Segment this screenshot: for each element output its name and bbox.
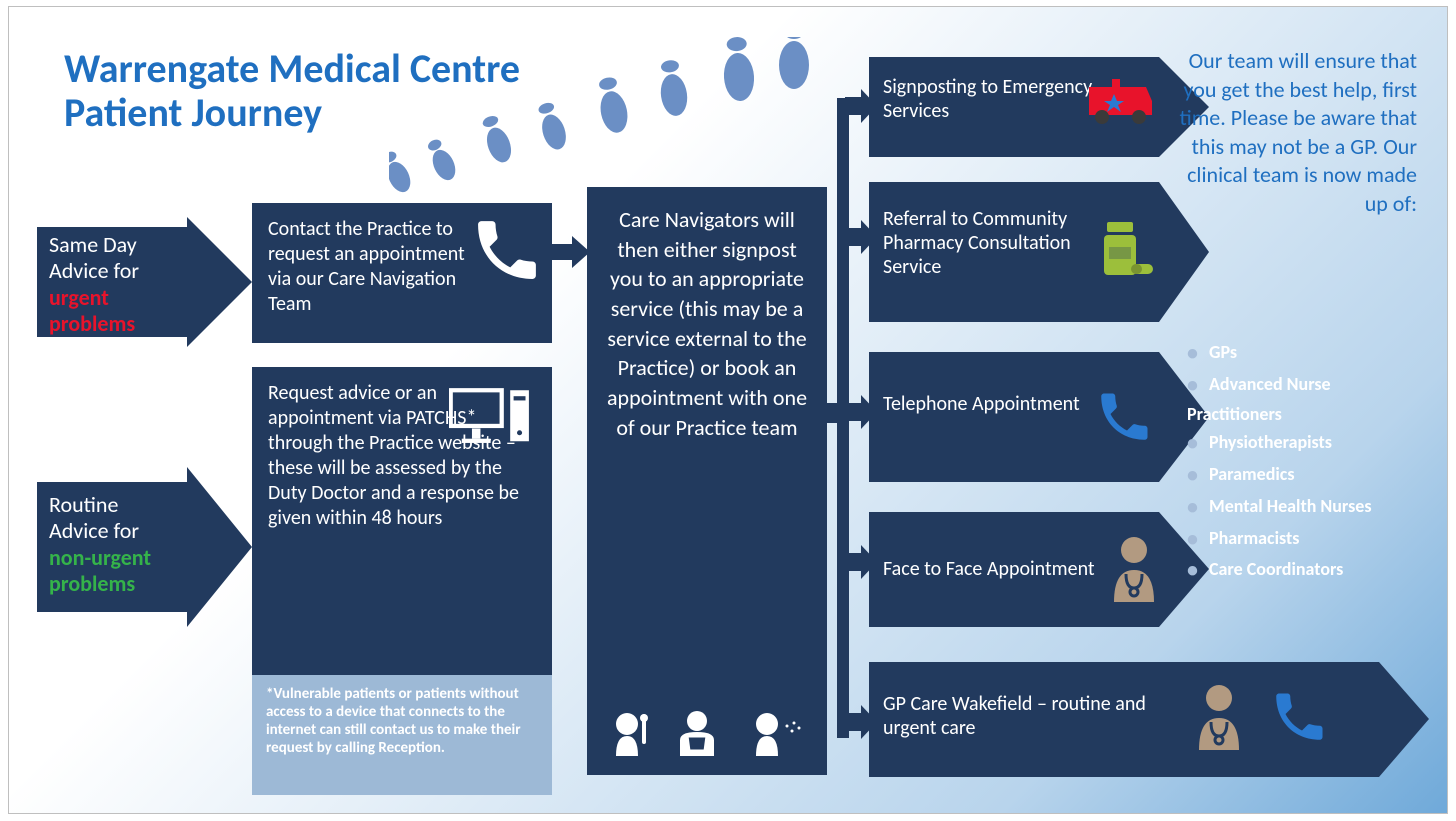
- outcome-gpcare: GP Care Wakefield – routine and urgent c…: [869, 662, 1429, 777]
- team-item: Advanced Nurse Practitioners: [1187, 369, 1417, 427]
- doctor-icon-2: [1189, 682, 1249, 757]
- outcome-emergency: Signposting to Emergency Services: [869, 57, 1209, 157]
- phone-blue-icon-2: [1269, 687, 1329, 752]
- outcome-facetoface: Face to Face Appointment: [869, 512, 1209, 627]
- care-navigators-box: Care Navigators will then either signpos…: [587, 187, 827, 775]
- team-item: Physiotherapists: [1187, 427, 1417, 459]
- team-item: GPs: [1187, 337, 1417, 369]
- team-item: Pharmacists: [1187, 523, 1417, 555]
- outcome-emergency-label: Signposting to Emergency Services: [883, 75, 1103, 123]
- entry-routine-emph: non-urgent problems: [49, 544, 151, 597]
- outcome-gpcare-label: GP Care Wakefield – routine and urgent c…: [883, 692, 1183, 740]
- outcome-pharmacy: Referral to Community Pharmacy Consultat…: [869, 182, 1209, 322]
- entry-routine-prefix: Routine Advice for: [49, 491, 139, 544]
- team-item: Care Coordinators: [1187, 554, 1417, 586]
- phone-blue-icon: [1094, 387, 1154, 452]
- outcome-telephone: Telephone Appointment: [869, 352, 1209, 482]
- team-item: Paramedics: [1187, 459, 1417, 491]
- outcome-pharmacy-label: Referral to Community Pharmacy Consultat…: [883, 207, 1103, 279]
- care-navigators-text: Care Navigators will then either signpos…: [601, 205, 813, 443]
- team-list: GPs Advanced Nurse Practitioners Physiot…: [1187, 337, 1417, 586]
- contact-practice-box: Contact the Practice to request an appoi…: [252, 203, 552, 343]
- diagram-canvas: Warrengate Medical CentrePatient Journey…: [8, 6, 1448, 814]
- arrow-contact-to-center: [552, 232, 592, 272]
- entry-urgent-prefix: Same Day Advice for: [49, 231, 139, 284]
- entry-routine: Routine Advice for non-urgent problems: [37, 467, 242, 597]
- contact-practice-text: Contact the Practice to request an appoi…: [268, 217, 478, 317]
- phone-icon: [469, 213, 544, 295]
- team-intro-text: Our team will ensure that you get the be…: [1167, 47, 1417, 219]
- outcome-facetoface-label: Face to Face Appointment: [883, 557, 1133, 581]
- doctor-icon: [1104, 534, 1164, 609]
- outcome-telephone-label: Telephone Appointment: [883, 392, 1103, 416]
- entry-urgent: Same Day Advice for urgent problems: [37, 217, 242, 347]
- vulnerable-note: *Vulnerable patients or patients without…: [252, 675, 552, 795]
- pharmacy-icon: [1099, 222, 1154, 287]
- patchs-box: Request advice or an appointment via PAT…: [252, 367, 552, 675]
- symptom-icons: [587, 706, 827, 769]
- team-item: Mental Health Nurses: [1187, 491, 1417, 523]
- ambulance-icon: [1084, 75, 1154, 135]
- entry-urgent-emph: urgent problems: [49, 284, 135, 337]
- computer-icon: [449, 385, 534, 462]
